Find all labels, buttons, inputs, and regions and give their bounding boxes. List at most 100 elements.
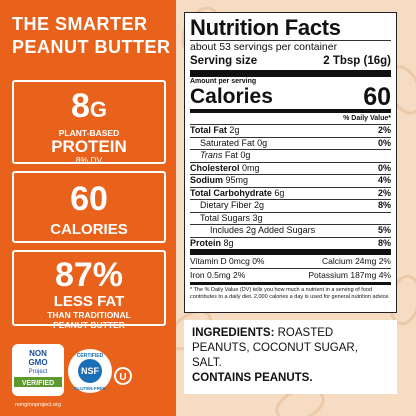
nutrient-label: Total Fat xyxy=(190,125,227,135)
nutrient-amount: 0mg xyxy=(242,162,260,173)
nutrient-amount: 6g xyxy=(274,187,285,198)
callout-value: 60 xyxy=(70,180,108,218)
ou-badge xyxy=(114,367,132,385)
callout-line: PLANT-BASED xyxy=(58,128,120,138)
logos: NON GMO Project VERIFIED nongmoproject.o… xyxy=(12,344,132,408)
ingredients-text: ROASTED PEANUTS, COCONUT SUGAR, SALT. xyxy=(192,327,358,369)
nutrient-amount: 2g xyxy=(229,125,240,135)
badge-band xyxy=(14,377,62,387)
headline: THE SMARTER xyxy=(12,14,148,34)
nutrient-row: Saturated Fat 0g 0% xyxy=(190,136,391,150)
callout-line: THAN TRADITIONAL xyxy=(47,310,131,320)
nutrient-dv: 2% xyxy=(377,187,391,198)
serving-size: Serving size 2 Tbsp (16g) xyxy=(190,54,391,68)
nutrient-name: Protein 8g xyxy=(190,238,234,250)
nutrient-label: Cholesterol xyxy=(190,162,240,173)
nutrient-amount: 2g xyxy=(254,200,265,210)
logo-text: CERTIFIED xyxy=(77,353,104,359)
label-italic: Trans xyxy=(200,150,223,160)
value: 2 Tbsp (16g) xyxy=(323,55,391,67)
nutrient-row: Total Carbohydrate 6g 2% xyxy=(190,186,391,200)
nutrient-label: Saturated Fat xyxy=(200,137,255,148)
nutrient-rows: Total Fat 2g 2% Saturated Fat 0g 0% Trans Fa… xyxy=(190,124,391,249)
label: Serving size xyxy=(190,55,258,67)
nutrient-dv: 5% xyxy=(377,225,391,235)
nutrient-dv: 0% xyxy=(377,137,391,148)
micro-item: Potassium 187mg 4% xyxy=(308,270,391,280)
callout-line: PEANUT BUTTER xyxy=(53,320,125,330)
nsf-center xyxy=(78,359,102,383)
micro-item: Calcium 24mg 2% xyxy=(322,256,391,266)
unit: G xyxy=(89,97,108,122)
nutrient-row: Sodium 95mg 4% xyxy=(190,174,391,187)
nutrient-name: Sodium 95mg xyxy=(190,175,248,187)
nutrient-row: Protein 8g 8% xyxy=(190,236,391,250)
callout-line: LESS FAT xyxy=(53,293,125,310)
nutrient-label: Dietary Fiber xyxy=(200,200,252,210)
callout-line: CALORIES xyxy=(50,221,128,238)
value: 60 xyxy=(363,83,391,111)
nutrient-row: Total Sugars 3g xyxy=(190,211,391,225)
micro-item: Vitamin D 0mcg 0% xyxy=(190,256,265,266)
nutrient-row: Cholesterol 0mg 0% xyxy=(190,161,391,175)
nutrient-label: Includes 2g Added Sugars xyxy=(210,225,316,235)
nutrient-name: Total Sugars 3g xyxy=(190,213,263,225)
logo-text: GLUTEN-FREE xyxy=(74,386,106,391)
nutrient-label: Fat xyxy=(224,150,238,160)
nutrient-row: Trans Fat 0g xyxy=(190,149,391,162)
divider xyxy=(190,249,391,255)
logo-text: VERIFIED xyxy=(22,380,54,387)
nutrient-amount: 3g xyxy=(252,212,263,223)
nutrient-amount: 95mg xyxy=(225,175,249,185)
nutrient-name: Includes 2g Added Sugars xyxy=(190,225,315,237)
callout-line: PROTEIN xyxy=(51,137,127,156)
micro-item: Iron 0.5mg 2% xyxy=(190,270,246,280)
nutrient-label: Total Sugars xyxy=(200,212,251,223)
logo-text: GMO xyxy=(28,358,47,367)
allergen: CONTAINS PEANUTS. xyxy=(192,372,313,384)
calories: Calories 60 xyxy=(190,83,391,111)
logo-text: nongmoproject.org xyxy=(15,402,61,408)
nutrient-name: Dietary Fiber 2g xyxy=(190,200,264,212)
callout-value: 87% xyxy=(54,256,124,294)
nutrient-dv: 8% xyxy=(377,200,391,210)
nutrient-dv: 2% xyxy=(377,125,391,135)
micronutrients: Vitamin D 0mcg 0% Calcium 24mg 2% Iron 0.5… xyxy=(190,255,391,282)
nutrient-name: Total Carbohydrate 6g xyxy=(190,188,284,200)
callout-line: 8% DV xyxy=(75,155,103,165)
nutrient-dv: 4% xyxy=(377,175,391,185)
left-panel: THE SMARTER PEANUT BUTTER 8G PLANT-BASED… xyxy=(0,0,176,416)
callout-value: 8G xyxy=(14,88,164,128)
headline: PEANUT BUTTER xyxy=(12,37,171,57)
servings: about 53 servings per container xyxy=(190,40,391,54)
logo-text: Project xyxy=(29,369,48,375)
nutrient-name: Trans Fat 0g xyxy=(190,150,250,162)
nutrient-row: Total Fat 2g 2% xyxy=(190,124,391,137)
ingredients-label: INGREDIENTS: xyxy=(192,327,275,339)
nutrient-amount: 8g xyxy=(223,237,234,248)
nutrient-dv: 8% xyxy=(377,237,391,248)
nutrient-amount: 0g xyxy=(240,150,251,160)
dv-header: % Daily Value* xyxy=(190,109,391,124)
nutrient-row: Dietary Fiber 2g 8% xyxy=(190,199,391,212)
nutrition-facts: Nutrition Facts about 53 servings per co… xyxy=(184,12,397,313)
amount-label: Amount per serving xyxy=(190,70,391,86)
nf-title: Nutrition Facts xyxy=(190,15,341,40)
callout: 8G PLANT-BASED PROTEIN 8% DV xyxy=(12,80,166,165)
nutrient-row: Includes 2g Added Sugars 5% xyxy=(190,224,391,237)
nutrient-label: Protein xyxy=(190,237,222,248)
logo-text: NSF xyxy=(81,366,100,376)
nutrient-label: Total Carbohydrate xyxy=(190,187,272,198)
logo-text: U xyxy=(119,372,126,383)
callout: 60 CALORIES xyxy=(12,171,166,243)
logo-text: NON xyxy=(29,349,47,358)
nutrient-label: Sodium xyxy=(190,175,223,185)
nutrient-dv: 0% xyxy=(377,162,391,173)
value: 8 xyxy=(70,87,90,125)
ingredients: INGREDIENTS: ROASTED PEANUTS, COCONUT SU… xyxy=(184,320,397,394)
footnote: * The % Daily Value (DV) tells you how m… xyxy=(190,282,391,301)
nutrient-name: Total Fat 2g xyxy=(190,125,239,137)
micro-row: Vitamin D 0mcg 0% Calcium 24mg 2% xyxy=(190,255,391,268)
callout: 87% LESS FAT THAN TRADITIONAL PEANUT BUT… xyxy=(12,250,166,330)
